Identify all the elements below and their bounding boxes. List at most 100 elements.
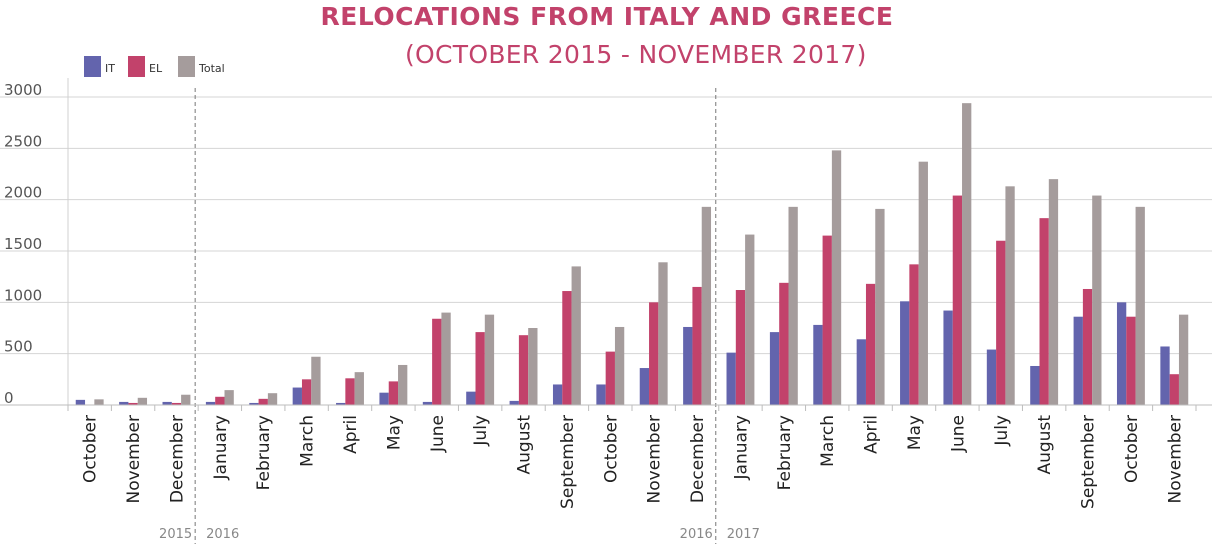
bars [75, 103, 1189, 405]
x-tick-label: February [254, 415, 274, 490]
bar-total-4 [267, 393, 278, 405]
bar-it-2 [162, 401, 172, 405]
bar-total-1 [137, 397, 148, 405]
bar-el-22 [1039, 218, 1049, 405]
bar-total-0 [94, 399, 104, 405]
bar-total-11 [571, 266, 581, 405]
bar-it-20 [943, 310, 953, 405]
x-tick-label: March [818, 415, 838, 467]
bar-el-21 [996, 240, 1006, 405]
x-tick-label: October [601, 415, 621, 483]
bar-it-1 [119, 401, 129, 405]
bar-total-17 [831, 150, 842, 405]
bar-el-17 [822, 235, 832, 405]
legend-swatch-el [128, 56, 145, 77]
legend-swatch-total [178, 56, 195, 77]
x-tick-label: November [1165, 415, 1185, 503]
bar-el-7 [388, 381, 399, 405]
bar-el-25 [1169, 374, 1179, 405]
bar-el-12 [605, 351, 615, 405]
bar-it-7 [379, 392, 389, 405]
bar-it-17 [813, 324, 823, 405]
bar-el-9 [475, 332, 485, 405]
legend-label-it: IT [105, 62, 115, 75]
x-tick-label: December [688, 415, 708, 503]
bar-total-18 [875, 208, 885, 405]
y-tick-label: 1500 [4, 235, 42, 253]
bar-total-24 [1135, 206, 1145, 405]
bar-el-8 [432, 318, 442, 405]
x-tick-label: August [515, 415, 535, 475]
x-tick-label: October [81, 415, 101, 483]
bar-it-3 [205, 401, 216, 405]
x-tick-label: April [862, 415, 882, 454]
bar-el-19 [909, 264, 919, 405]
x-tick-label: January [731, 415, 751, 480]
bar-total-21 [1005, 186, 1015, 405]
x-tick-label: August [1035, 415, 1055, 475]
bar-total-3 [224, 390, 234, 405]
chart-subtitle: (OCTOBER 2015 - NOVEMBER 2017) [405, 40, 867, 69]
bar-it-5 [292, 387, 302, 405]
bar-el-15 [735, 290, 746, 405]
x-tick-label: January [211, 415, 231, 480]
bar-it-14 [683, 326, 693, 405]
legend-swatch-it [84, 56, 101, 77]
bar-it-22 [1030, 365, 1040, 405]
y-axis: 0 500 1000 1500 2000 2500 3000 [4, 78, 69, 407]
y-tick-label: 2000 [4, 184, 42, 202]
year-label: 2016 [206, 527, 239, 542]
bar-it-0 [75, 399, 86, 405]
y-tick-label: 0 [4, 389, 14, 407]
bar-it-13 [639, 368, 650, 405]
y-tick-label: 2500 [4, 132, 42, 150]
legend-label-total: Total [198, 62, 225, 75]
bar-it-11 [552, 384, 563, 405]
bar-total-12 [614, 326, 625, 405]
bar-it-8 [422, 401, 433, 405]
bar-el-5 [301, 379, 312, 405]
bar-total-23 [1092, 195, 1102, 405]
legend-label-el: EL [149, 62, 163, 75]
x-tick-label: May [905, 415, 925, 450]
bar-it-4 [249, 402, 259, 405]
bar-el-6 [345, 378, 355, 405]
year-separators [194, 88, 717, 544]
bar-it-16 [769, 332, 780, 405]
bar-total-7 [398, 364, 408, 405]
bar-it-19 [900, 301, 910, 405]
bar-total-20 [962, 103, 972, 405]
bar-total-25 [1178, 314, 1189, 405]
bar-total-10 [528, 328, 538, 405]
bar-el-16 [779, 282, 789, 405]
chart-title: RELOCATIONS FROM ITALY AND GREECE [320, 2, 894, 31]
x-axis: October November December January February Ma… [0, 404, 1212, 509]
year-label: 2016 [680, 527, 713, 542]
bar-it-6 [336, 402, 346, 405]
x-tick-label: December [167, 415, 187, 503]
bar-total-16 [788, 206, 798, 405]
bar-total-13 [658, 262, 668, 405]
bar-el-13 [649, 302, 659, 405]
bar-it-10 [509, 400, 519, 405]
x-tick-label: July [992, 415, 1012, 447]
bar-it-15 [726, 352, 736, 405]
x-tick-label: June [428, 415, 448, 453]
bar-el-2 [171, 402, 182, 405]
x-tick-label: September [1079, 415, 1099, 509]
x-tick-label: July [471, 415, 491, 447]
bar-total-22 [1048, 179, 1059, 405]
y-tick-label: 500 [4, 338, 33, 356]
bar-total-14 [701, 206, 712, 405]
bar-total-6 [354, 372, 364, 405]
y-tick-label: 3000 [4, 81, 42, 99]
bar-total-2 [181, 394, 191, 405]
bar-it-18 [856, 339, 866, 405]
x-tick-label: June [948, 415, 968, 453]
x-tick-label: March [298, 415, 318, 467]
bar-el-3 [215, 396, 225, 405]
bar-el-4 [258, 398, 268, 405]
bar-it-21 [986, 349, 997, 405]
x-tick-label: November [124, 415, 144, 503]
